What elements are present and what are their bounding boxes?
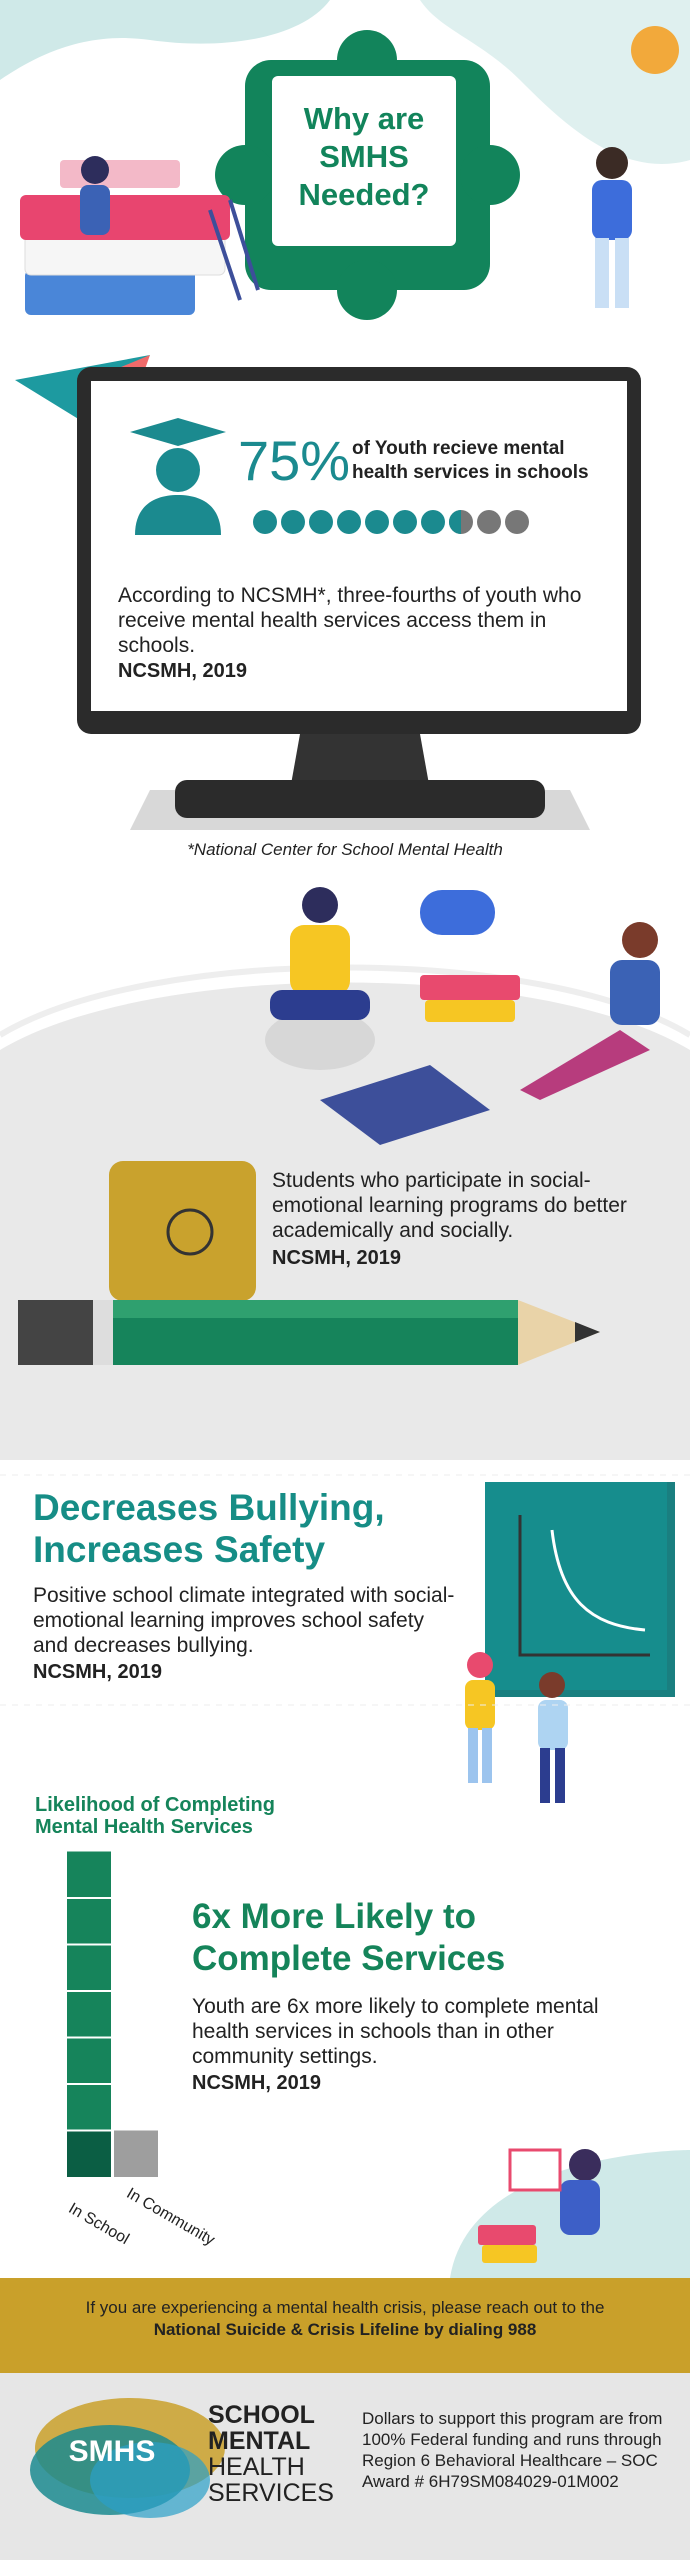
blob <box>0 0 330 80</box>
likelihood-title: 6x More Likely to Complete Services <box>192 1897 506 1978</box>
title: Why are SMHS Needed? <box>298 101 430 212</box>
reader <box>478 2148 601 2263</box>
title-box <box>272 76 456 246</box>
students <box>265 887 660 1145</box>
bullying-source: NCSMH, 2019 <box>33 1661 162 1683</box>
bullying-title: Decreases Bullying, Increases Safety <box>33 1487 385 1570</box>
brand-line: HEALTH <box>208 2453 305 2481</box>
sel-source: NCSMH, 2019 <box>272 1247 401 1269</box>
funding: Dollars to support this program are from… <box>362 2409 663 2491</box>
chart-book <box>485 1482 675 1697</box>
bar <box>67 1851 111 2177</box>
sel-body: Students who participate in social-emoti… <box>272 1169 627 1242</box>
crisis-banner <box>0 2278 690 2373</box>
likelihood-source: NCSMH, 2019 <box>192 2072 321 2094</box>
brand: SCHOOL MENTAL HEALTH SERVICES <box>208 2402 334 2506</box>
brain-icon <box>166 1208 214 1256</box>
stat-caption: of Youth recieve mental health services … <box>352 438 589 483</box>
crisis-text: If you are experiencing a mental health … <box>85 2298 605 2317</box>
likelihood-chart <box>67 1851 158 2177</box>
likelihood-body: Youth are 6x more likely to complete men… <box>192 1995 599 2068</box>
pencil <box>18 1300 600 1365</box>
brand-line: MENTAL <box>208 2427 311 2455</box>
stat-body: According to NCSMH*, three-fourths of yo… <box>118 584 582 657</box>
chart-title: Likelihood of Completing Mental Health S… <box>35 1794 275 1838</box>
logo-text: SMHS <box>68 2435 156 2468</box>
books <box>20 156 260 315</box>
bar <box>114 2130 158 2177</box>
person <box>592 147 632 308</box>
bullying-body: Positive school climate integrated with … <box>33 1584 455 1657</box>
bar-base <box>67 2130 111 2177</box>
logo <box>30 2398 225 2518</box>
brain-box <box>109 1161 256 1301</box>
bulb <box>631 26 679 74</box>
graduate-icon <box>130 418 226 535</box>
monitor-stand <box>290 734 430 790</box>
crisis-emphasis: National Suicide & Crisis Lifeline by di… <box>153 2320 537 2339</box>
stat-percent: 75% <box>238 429 351 492</box>
blob <box>420 0 690 164</box>
brand-line: SERVICES <box>208 2479 334 2507</box>
footnote: *National Center for School Mental Healt… <box>187 840 503 859</box>
monitor-base <box>175 780 545 818</box>
percent-dots <box>253 510 529 534</box>
stat-source: NCSMH, 2019 <box>118 660 247 682</box>
brand-line: SCHOOL <box>208 2401 315 2429</box>
